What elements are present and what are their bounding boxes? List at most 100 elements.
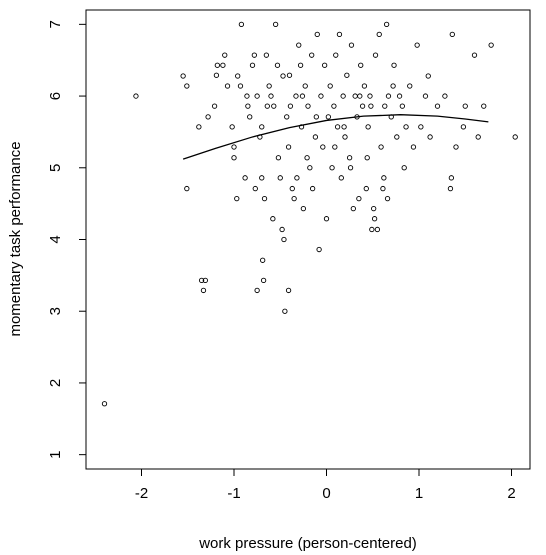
data-point [279, 226, 285, 233]
data-point [320, 144, 326, 150]
data-point [434, 103, 441, 109]
data-point [418, 124, 424, 130]
data-point [284, 114, 290, 120]
data-point [224, 83, 231, 89]
data-point [222, 52, 228, 58]
data-point [249, 62, 256, 68]
y-tick-label: 1 [47, 450, 64, 458]
data-point [394, 134, 400, 140]
data-point [263, 52, 270, 58]
data-point [361, 83, 368, 89]
data-point [259, 124, 265, 130]
data-point [316, 246, 322, 253]
data-point [367, 93, 373, 99]
data-point [336, 31, 343, 38]
data-point [391, 62, 397, 68]
data-points [101, 21, 518, 407]
data-point [453, 144, 459, 150]
data-point [270, 216, 276, 222]
data-point [252, 185, 258, 192]
y-axis-title: momentary task performance [7, 141, 24, 336]
data-point [462, 103, 468, 109]
data-point [261, 195, 268, 202]
data-point [383, 21, 390, 27]
y-tick-label: 5 [47, 164, 64, 172]
data-point [371, 206, 377, 212]
data-point [449, 31, 455, 38]
data-point [275, 155, 282, 161]
data-point [323, 216, 330, 222]
data-point [231, 155, 237, 161]
data-point [305, 103, 311, 109]
data-point [300, 206, 307, 212]
data-point [287, 103, 294, 109]
data-point [369, 226, 375, 233]
data-point [331, 103, 337, 109]
data-point [347, 165, 354, 171]
data-point [381, 175, 387, 181]
data-point [254, 287, 260, 294]
data-point [307, 165, 313, 171]
data-point [403, 124, 409, 130]
data-point [414, 42, 420, 48]
data-point [286, 72, 293, 78]
y-tick-label: 3 [47, 307, 64, 315]
data-point [304, 155, 310, 161]
data-point [266, 83, 272, 89]
data-point [285, 144, 292, 150]
data-point [332, 144, 338, 150]
data-point [512, 134, 518, 140]
x-tick-label: -2 [135, 485, 148, 502]
data-point [346, 155, 353, 161]
data-point [101, 401, 108, 407]
data-point [410, 144, 417, 150]
data-point [196, 124, 202, 130]
data-point [475, 134, 481, 140]
data-point [309, 185, 316, 192]
data-point [341, 124, 347, 130]
data-point [245, 103, 251, 109]
data-point [259, 175, 265, 181]
x-tick-label: 1 [415, 485, 423, 502]
data-point [235, 73, 241, 79]
data-point [382, 103, 388, 109]
data-point [364, 155, 370, 161]
x-axis-title: work pressure (person-centered) [198, 535, 417, 552]
data-point [268, 93, 274, 99]
data-point [329, 165, 335, 171]
fit-line [182, 114, 489, 160]
data-point [325, 114, 331, 120]
data-point [407, 83, 413, 89]
data-point [200, 287, 207, 294]
data-point [357, 93, 363, 99]
data-point [321, 62, 328, 68]
data-point [376, 31, 382, 38]
data-point [422, 93, 429, 99]
data-point [396, 93, 403, 99]
data-point [380, 185, 386, 192]
x-tick-label: 0 [322, 485, 330, 502]
data-point [313, 114, 319, 120]
data-point [342, 134, 348, 140]
fit-line-layer [182, 114, 489, 160]
data-point [184, 185, 190, 192]
y-tick-label: 6 [47, 92, 64, 100]
data-point [350, 206, 356, 212]
data-point [348, 42, 355, 48]
data-point [294, 175, 300, 181]
data-point [372, 52, 379, 58]
data-point [309, 52, 315, 58]
data-point [274, 62, 281, 68]
data-point [448, 175, 455, 181]
data-point [399, 103, 405, 109]
data-point [214, 62, 221, 68]
data-point [271, 103, 277, 109]
data-point [293, 93, 299, 99]
data-point [385, 93, 392, 99]
data-point [234, 195, 240, 202]
plot-frame [85, 9, 531, 470]
data-point [447, 185, 454, 192]
data-point [260, 257, 266, 263]
data-point [314, 31, 320, 38]
